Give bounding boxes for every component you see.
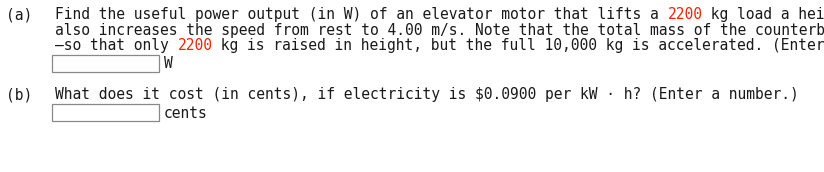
Text: 2200: 2200 [667, 7, 703, 22]
Text: –so that only: –so that only [55, 38, 177, 53]
Bar [52, 104, 159, 121]
Text: 2200: 2200 [177, 38, 213, 53]
Text: Find the useful power output (in W) of an elevator motor that lifts a: Find the useful power output (in W) of a… [55, 7, 667, 22]
Text: (b): (b) [6, 88, 32, 103]
Text: (a): (a) [6, 7, 32, 22]
Text: kg is raised in height, but the full 10,000 kg is accelerated. (Enter a number.): kg is raised in height, but the full 10,… [213, 38, 824, 53]
Text: What does it cost (in cents), if electricity is $0.0900 per kW · h? (Enter a num: What does it cost (in cents), if electri… [55, 88, 798, 103]
Text: W: W [164, 56, 173, 72]
Text: cents: cents [164, 106, 208, 121]
Bar [52, 55, 159, 72]
Text: kg load a height of: kg load a height of [703, 7, 824, 22]
Text: also increases the speed from rest to 4.00 m/s. Note that the total mass of the : also increases the speed from rest to 4.… [55, 23, 824, 37]
